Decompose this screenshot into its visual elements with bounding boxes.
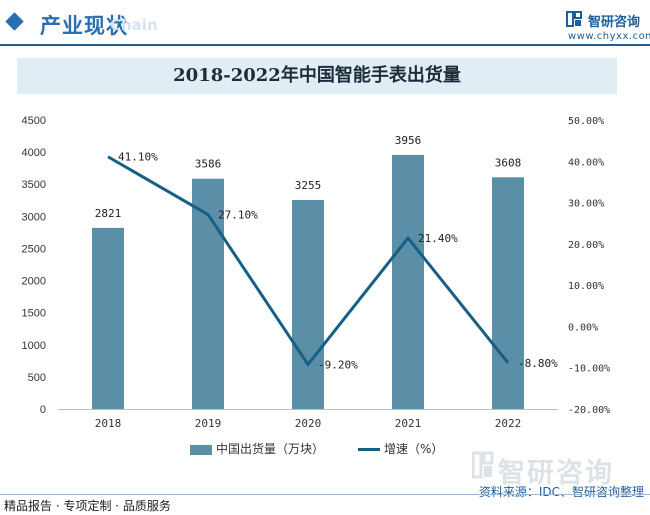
left-tick-label: 3500 (22, 179, 46, 191)
line-value-label: -9.20% (318, 358, 358, 371)
bar (92, 227, 124, 409)
right-tick-label: 30.00% (568, 199, 604, 210)
right-tick-label: 40.00% (568, 157, 604, 168)
left-tick-label: 1500 (22, 308, 46, 320)
legend-bar-swatch (190, 444, 212, 455)
x-tick-label: 2020 (295, 417, 322, 430)
left-tick-label: 1000 (22, 340, 46, 352)
right-axis-ticks: -20.00% -10.00% 0.00% 10.00% 20.00% 30.00% 40.… (568, 116, 610, 416)
chart-title: 2018-2022年中国智能手表出货量 (173, 65, 461, 86)
left-tick-label: 2000 (22, 276, 46, 288)
brand-url: www.chyxx.com (568, 31, 650, 42)
legend-bar-label: 中国出货量（万块） (216, 442, 325, 456)
left-tick-label: 4500 (22, 115, 46, 127)
footer-divider (0, 494, 650, 495)
bar (392, 154, 424, 409)
line-value-label: 41.10% (118, 151, 158, 164)
legend-line-label: 增速（%） (384, 442, 444, 456)
chart: 0 500 1000 1500 2000 2500 3000 3500 4000 4500 -20… (22, 115, 611, 430)
brand-name: 智研咨询 (588, 15, 641, 30)
line-value-label: 21.40% (418, 232, 458, 245)
bar-value-label: 3255 (295, 179, 322, 192)
left-tick-label: 500 (28, 372, 46, 384)
right-tick-label: -20.00% (568, 405, 610, 416)
legend-line-swatch (358, 448, 380, 451)
x-tick-label: 2021 (395, 417, 422, 430)
left-tick-label: 4000 (22, 147, 46, 159)
x-tick-label: 2019 (195, 417, 222, 430)
right-tick-label: 50.00% (568, 116, 604, 127)
legend-item-line: 增速（%） (358, 440, 443, 457)
bar-value-label: 3956 (395, 134, 422, 147)
right-tick-label: -10.00% (568, 364, 610, 375)
right-tick-label: 20.00% (568, 240, 604, 251)
bar-value-labels: 2821 3586 3255 3956 3608 (95, 134, 522, 220)
chart-title-box: 2018-2022年中国智能手表出货量 (17, 58, 617, 94)
bar-value-label: 2821 (95, 207, 122, 220)
x-axis-labels: 2018 2019 2020 2021 2022 (95, 417, 522, 430)
line-value-label: 27.10% (218, 209, 258, 222)
bar (492, 177, 524, 409)
section-title: 产业现状 (40, 14, 128, 38)
line-value-label: -8.80% (518, 357, 558, 370)
right-tick-label: 0.00% (568, 322, 598, 333)
bar-series (92, 154, 524, 409)
brand-logo-icon (566, 11, 582, 27)
brand-watermark: 智研咨询 (498, 458, 614, 489)
right-tick-label: 10.00% (568, 281, 604, 292)
left-axis-ticks: 0 500 1000 1500 2000 2500 3000 3500 4000 4500 (22, 115, 46, 416)
bar-value-label: 3608 (495, 156, 522, 169)
x-tick-label: 2022 (495, 417, 522, 430)
left-tick-label: 0 (40, 404, 46, 416)
header-divider (0, 44, 650, 46)
left-tick-label: 3000 (22, 211, 46, 223)
line-value-labels: 41.10% 27.10% -9.20% 21.40% -8.80% (118, 151, 558, 372)
x-tick-label: 2018 (95, 417, 122, 430)
brand-watermark-icon (472, 451, 494, 479)
diamond-icon (5, 12, 24, 31)
header: 产业现状 Chain 智研咨询 www.chyxx.com (0, 0, 650, 46)
legend-item-bar: 中国出货量（万块） (190, 440, 324, 457)
bar (292, 199, 324, 409)
footer-slogan: 精品报告 · 专项定制 · 品质服务 (4, 499, 171, 513)
header-watermark: Chain (110, 16, 158, 34)
source-note: 资料来源：IDC、智研咨询整理 (478, 485, 644, 499)
bar-value-label: 3586 (195, 158, 222, 171)
growth-rate-line (107, 155, 510, 367)
left-tick-label: 2500 (22, 243, 46, 255)
